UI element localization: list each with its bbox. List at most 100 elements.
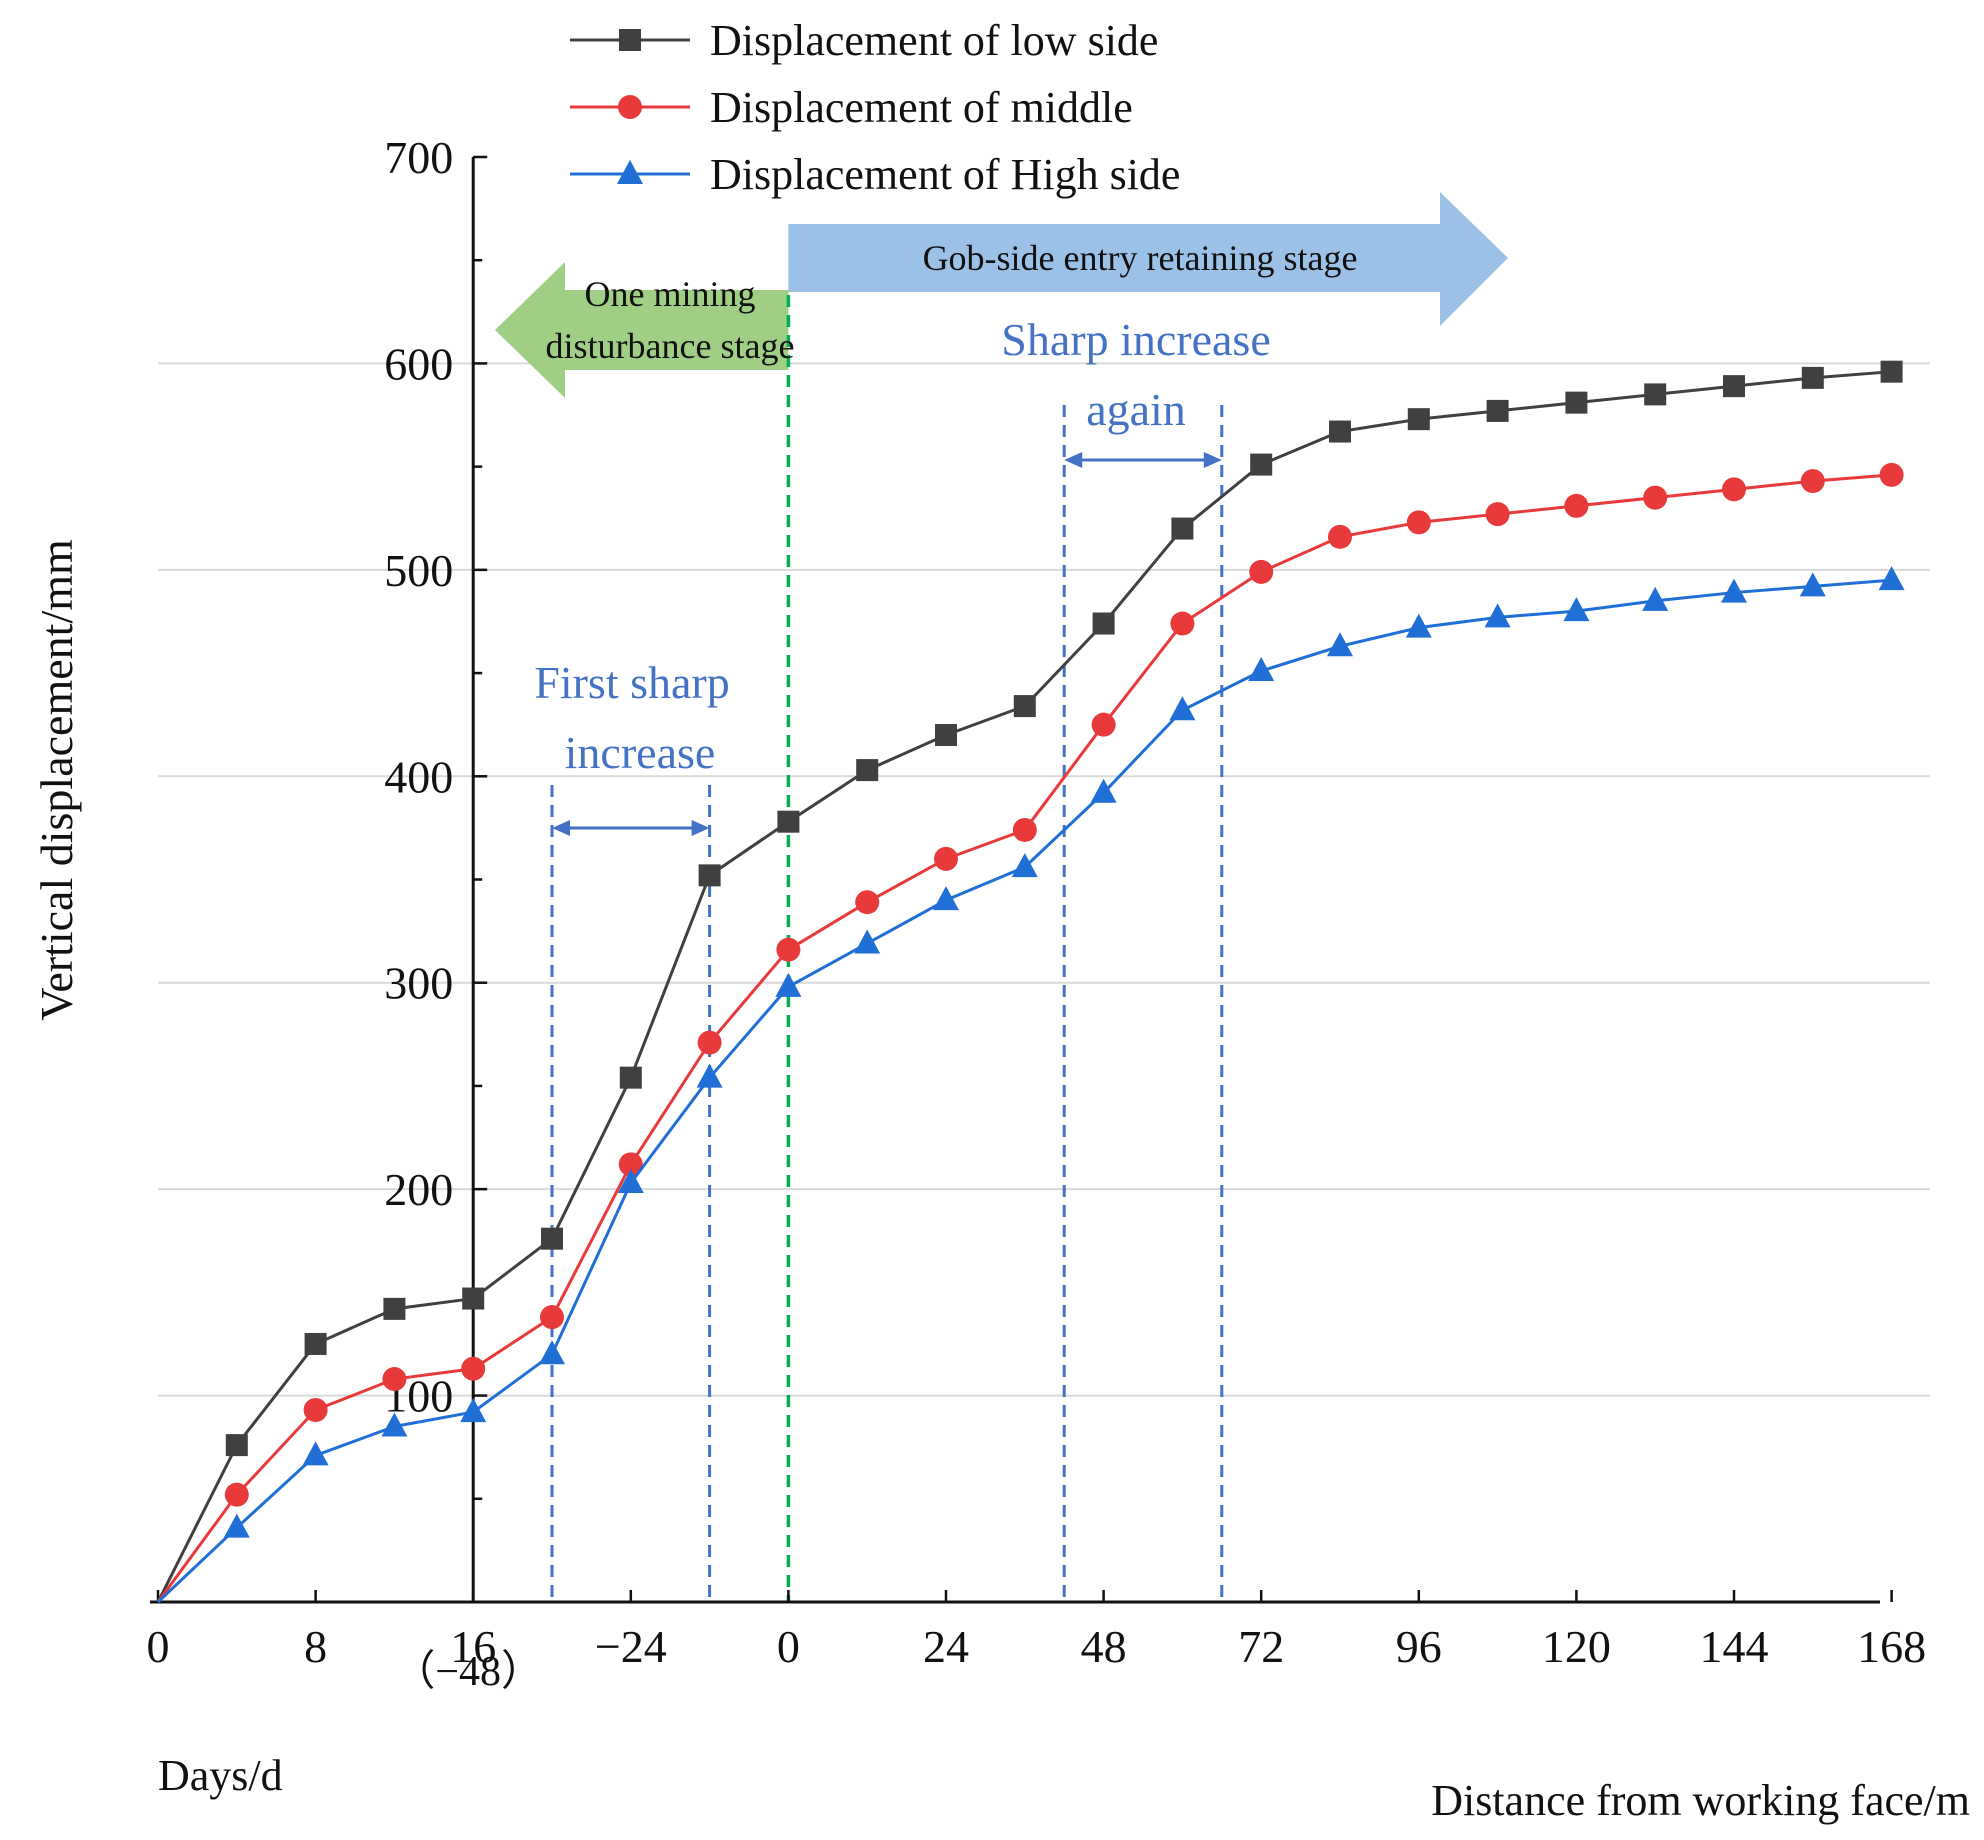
first-sharp-range-arrow [552, 820, 710, 836]
legend-item: Displacement of low side [570, 16, 1158, 65]
x-tick-label: 72 [1238, 1621, 1284, 1672]
y-tick-label: 400 [384, 751, 453, 802]
data-point [540, 1305, 564, 1330]
data-point [224, 1482, 249, 1507]
data-point [1012, 817, 1037, 842]
data-point [541, 1227, 563, 1250]
data-point [1485, 502, 1510, 527]
text-layer: Vertical displacement/mm Days/d Distance… [31, 238, 1970, 1825]
data-point [1563, 597, 1590, 622]
mining-stage-label-line2: disturbance stage [546, 326, 795, 366]
data-point [1171, 517, 1194, 540]
data-point [1801, 366, 1824, 389]
series-line [156, 473, 1892, 1603]
x-tick-label: 48 [1081, 1621, 1127, 1672]
data-point [1643, 485, 1668, 510]
data-point [935, 724, 957, 746]
data-point [223, 1513, 250, 1538]
data-point [1013, 695, 1036, 718]
data-point [539, 1340, 565, 1365]
range-arrow-head [1203, 452, 1222, 468]
data-point [302, 1441, 329, 1466]
series-2 [156, 566, 1905, 1604]
data-point [1405, 613, 1432, 638]
legend: Displacement of low side Displacement of … [570, 16, 1180, 199]
x-axis-label-distance: Distance from working face/m [1431, 1776, 1970, 1825]
y-tick-label: 300 [384, 958, 453, 1009]
data-point [697, 1030, 722, 1055]
data-point [1721, 578, 1747, 603]
x-tick-label: 8 [304, 1621, 327, 1672]
x-tick-label: 144 [1700, 1621, 1769, 1672]
data-point [225, 1434, 248, 1457]
legend-item: Displacement of High side [570, 150, 1180, 199]
data-point [1565, 391, 1588, 414]
y-tick-label: 600 [384, 338, 453, 389]
data-point [1092, 612, 1115, 635]
data-point [934, 846, 958, 871]
sharp-increase-again-line1: Sharp increase [1001, 314, 1271, 365]
x-axis-label-days: Days/d [158, 1751, 283, 1800]
data-point [696, 1063, 723, 1088]
data-point [1644, 383, 1667, 406]
y-axis-label: Vertical displacement/mm [31, 539, 82, 1021]
data-point [1327, 632, 1353, 657]
series-layer [156, 360, 1905, 1604]
y-tick-label: 200 [384, 1164, 453, 1215]
data-point [618, 1152, 643, 1177]
data-point [1642, 586, 1669, 611]
data-point [1486, 399, 1509, 422]
data-point [619, 1066, 642, 1089]
legend-marker [618, 95, 642, 119]
legend-marker [617, 160, 643, 184]
first-sharp-increase-line2: increase [565, 727, 716, 778]
x-tick-label: 168 [1857, 1621, 1926, 1672]
y-tick-label: 700 [384, 132, 453, 183]
data-point [303, 1398, 328, 1423]
data-point [381, 1412, 408, 1437]
range-arrow-head [1064, 452, 1083, 468]
data-point [1090, 778, 1117, 803]
data-point [1879, 462, 1904, 487]
data-point [1880, 360, 1903, 383]
x-tick-label: −24 [595, 1621, 667, 1672]
data-point [382, 1367, 407, 1392]
gob-stage-label: Gob-side entry retaining stage [923, 238, 1358, 278]
x-tick-label: 16 [450, 1621, 496, 1672]
legend-label: Displacement of High side [710, 150, 1180, 199]
data-point [383, 1297, 406, 1320]
data-point [1329, 420, 1351, 443]
data-point [1328, 524, 1352, 549]
data-point [1250, 453, 1273, 476]
sharp-again-range-arrow [1064, 452, 1222, 468]
series-1 [156, 462, 1904, 1603]
data-point [1169, 696, 1196, 721]
stage-divider-lines [550, 295, 1224, 1602]
legend-label: Displacement of middle [710, 83, 1133, 132]
data-point [1249, 559, 1274, 584]
data-point [777, 810, 800, 833]
data-point [1800, 469, 1825, 494]
data-point [933, 886, 959, 911]
data-point [1799, 572, 1826, 597]
data-point [856, 759, 879, 782]
x-tick-label: 120 [1542, 1621, 1611, 1672]
data-point [1248, 657, 1275, 682]
data-point [698, 864, 721, 887]
data-point [1722, 477, 1746, 502]
y-tick-label: 500 [384, 545, 453, 596]
data-point [1407, 408, 1430, 431]
data-point [1170, 611, 1195, 636]
range-arrow-head [552, 820, 570, 836]
data-point [1484, 603, 1511, 628]
data-point [776, 937, 801, 962]
data-point [461, 1356, 486, 1381]
x-tick-label: 96 [1396, 1621, 1442, 1672]
data-point [617, 1168, 644, 1193]
series-line [156, 578, 1892, 1604]
first-sharp-increase-line1: First sharp [534, 657, 730, 708]
legend-marker [619, 29, 641, 51]
data-point [1564, 493, 1589, 518]
series-0 [156, 360, 1903, 1603]
